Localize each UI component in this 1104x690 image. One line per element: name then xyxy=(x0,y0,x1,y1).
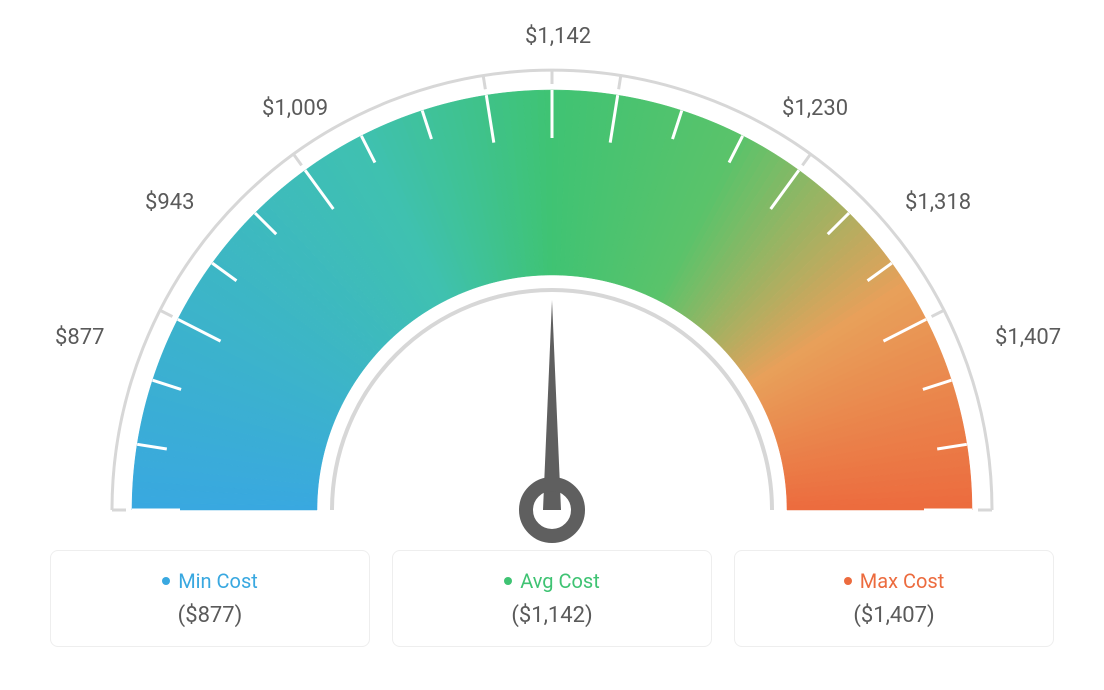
gauge-area: $877 $943 $1,009 $1,142 $1,230 $1,318 $1… xyxy=(50,20,1054,550)
legend-min-card: Min Cost ($877) xyxy=(50,550,370,647)
tick-label-7: $1,318 xyxy=(905,190,971,215)
tick-label-min: $877 xyxy=(55,325,104,350)
legend-avg-card: Avg Cost ($1,142) xyxy=(392,550,712,647)
tick-label-6: $1,230 xyxy=(782,96,848,121)
tick-label-2: $1,009 xyxy=(262,96,328,121)
tick-label-max: $1,407 xyxy=(995,325,1061,350)
dot-min-icon xyxy=(162,577,170,585)
legend-max-value: ($1,407) xyxy=(853,603,934,628)
gauge-chart-container: $877 $943 $1,009 $1,142 $1,230 $1,318 $1… xyxy=(0,0,1104,690)
legend-row: Min Cost ($877) Avg Cost ($1,142) Max Co… xyxy=(50,550,1054,647)
legend-avg-value: ($1,142) xyxy=(511,603,592,628)
dot-max-icon xyxy=(844,577,852,585)
legend-min-value: ($877) xyxy=(178,603,243,628)
tick-label-avg: $1,142 xyxy=(525,24,591,49)
legend-max-label: Max Cost xyxy=(860,569,945,593)
legend-avg-title: Avg Cost xyxy=(504,569,600,593)
tick-label-1: $943 xyxy=(145,190,194,215)
legend-avg-label: Avg Cost xyxy=(520,569,600,593)
legend-max-card: Max Cost ($1,407) xyxy=(734,550,1054,647)
dot-avg-icon xyxy=(504,577,512,585)
gauge-svg xyxy=(50,20,1054,550)
legend-max-title: Max Cost xyxy=(844,569,945,593)
legend-min-title: Min Cost xyxy=(162,569,258,593)
legend-min-label: Min Cost xyxy=(178,569,258,593)
